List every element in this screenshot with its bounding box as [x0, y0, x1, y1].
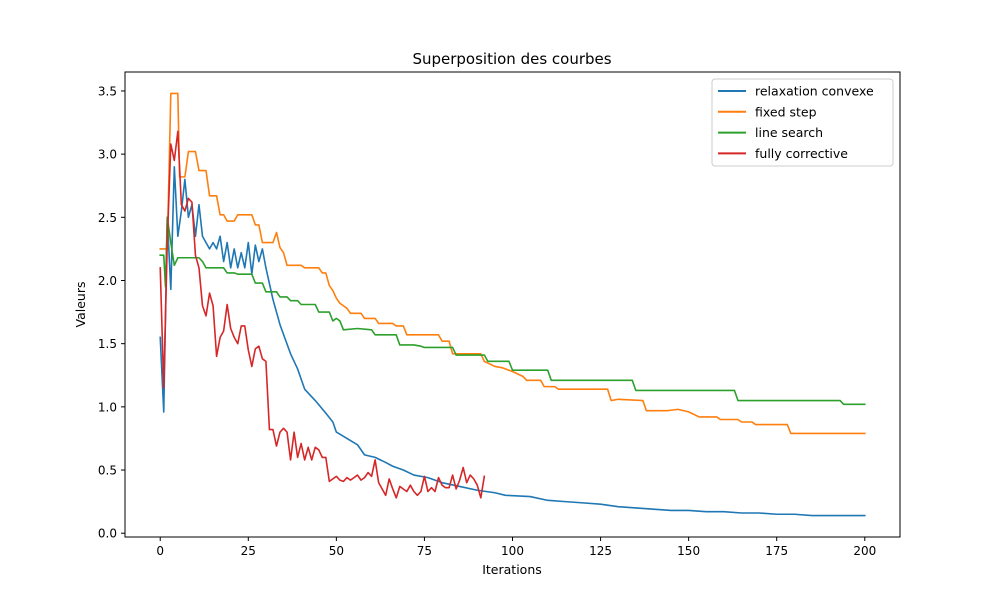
y-tick-label-3: 1.5 [98, 337, 117, 351]
x-axis-label: Iterations [482, 562, 542, 577]
series-layer [159, 92, 866, 517]
y-axis-label: Valeurs [73, 282, 88, 328]
x-tick-label-3: 75 [417, 544, 432, 558]
y-tick-label-4: 2.0 [98, 274, 117, 288]
y-tick-label-1: 0.5 [98, 464, 117, 478]
series-line-0 [159, 165, 866, 517]
legend-label-0: relaxation convexe [755, 84, 874, 99]
y-axis-ticks: 0.0 0.5 1.0 1.5 2.0 2.5 3.0 3.5 [98, 84, 125, 541]
legend-items: relaxation convexe fixed step line search f… [718, 84, 874, 161]
x-tick-label-2: 50 [329, 544, 344, 558]
chart-title: Superposition des courbes [412, 50, 611, 68]
x-tick-label-0: 0 [156, 544, 164, 558]
x-tick-label-7: 175 [765, 544, 788, 558]
x-tick-label-1: 25 [241, 544, 256, 558]
legend-box [711, 78, 894, 167]
legend: relaxation convexe fixed step line search f… [711, 78, 894, 167]
y-tick-label-5: 2.5 [98, 211, 117, 225]
legend-label-2: line search [755, 125, 823, 140]
legend-label-1: fixed step [755, 104, 817, 119]
x-tick-label-8: 200 [853, 544, 876, 558]
x-axis-ticks: 0 25 50 75 100 125 150 175 200 [156, 537, 876, 558]
y-tick-label-0: 0.0 [98, 527, 117, 541]
series-line-2 [159, 216, 866, 406]
x-tick-label-4: 100 [501, 544, 524, 558]
plot-area [124, 71, 901, 538]
y-tick-label-6: 3.0 [98, 148, 117, 162]
series-line-1 [159, 92, 866, 435]
legend-label-3: fully corrective [755, 146, 848, 161]
y-tick-label-7: 3.5 [98, 84, 117, 98]
y-tick-label-2: 1.0 [98, 400, 117, 414]
x-tick-label-5: 125 [589, 544, 612, 558]
x-tick-label-6: 150 [677, 544, 700, 558]
series-line-3 [159, 130, 486, 499]
